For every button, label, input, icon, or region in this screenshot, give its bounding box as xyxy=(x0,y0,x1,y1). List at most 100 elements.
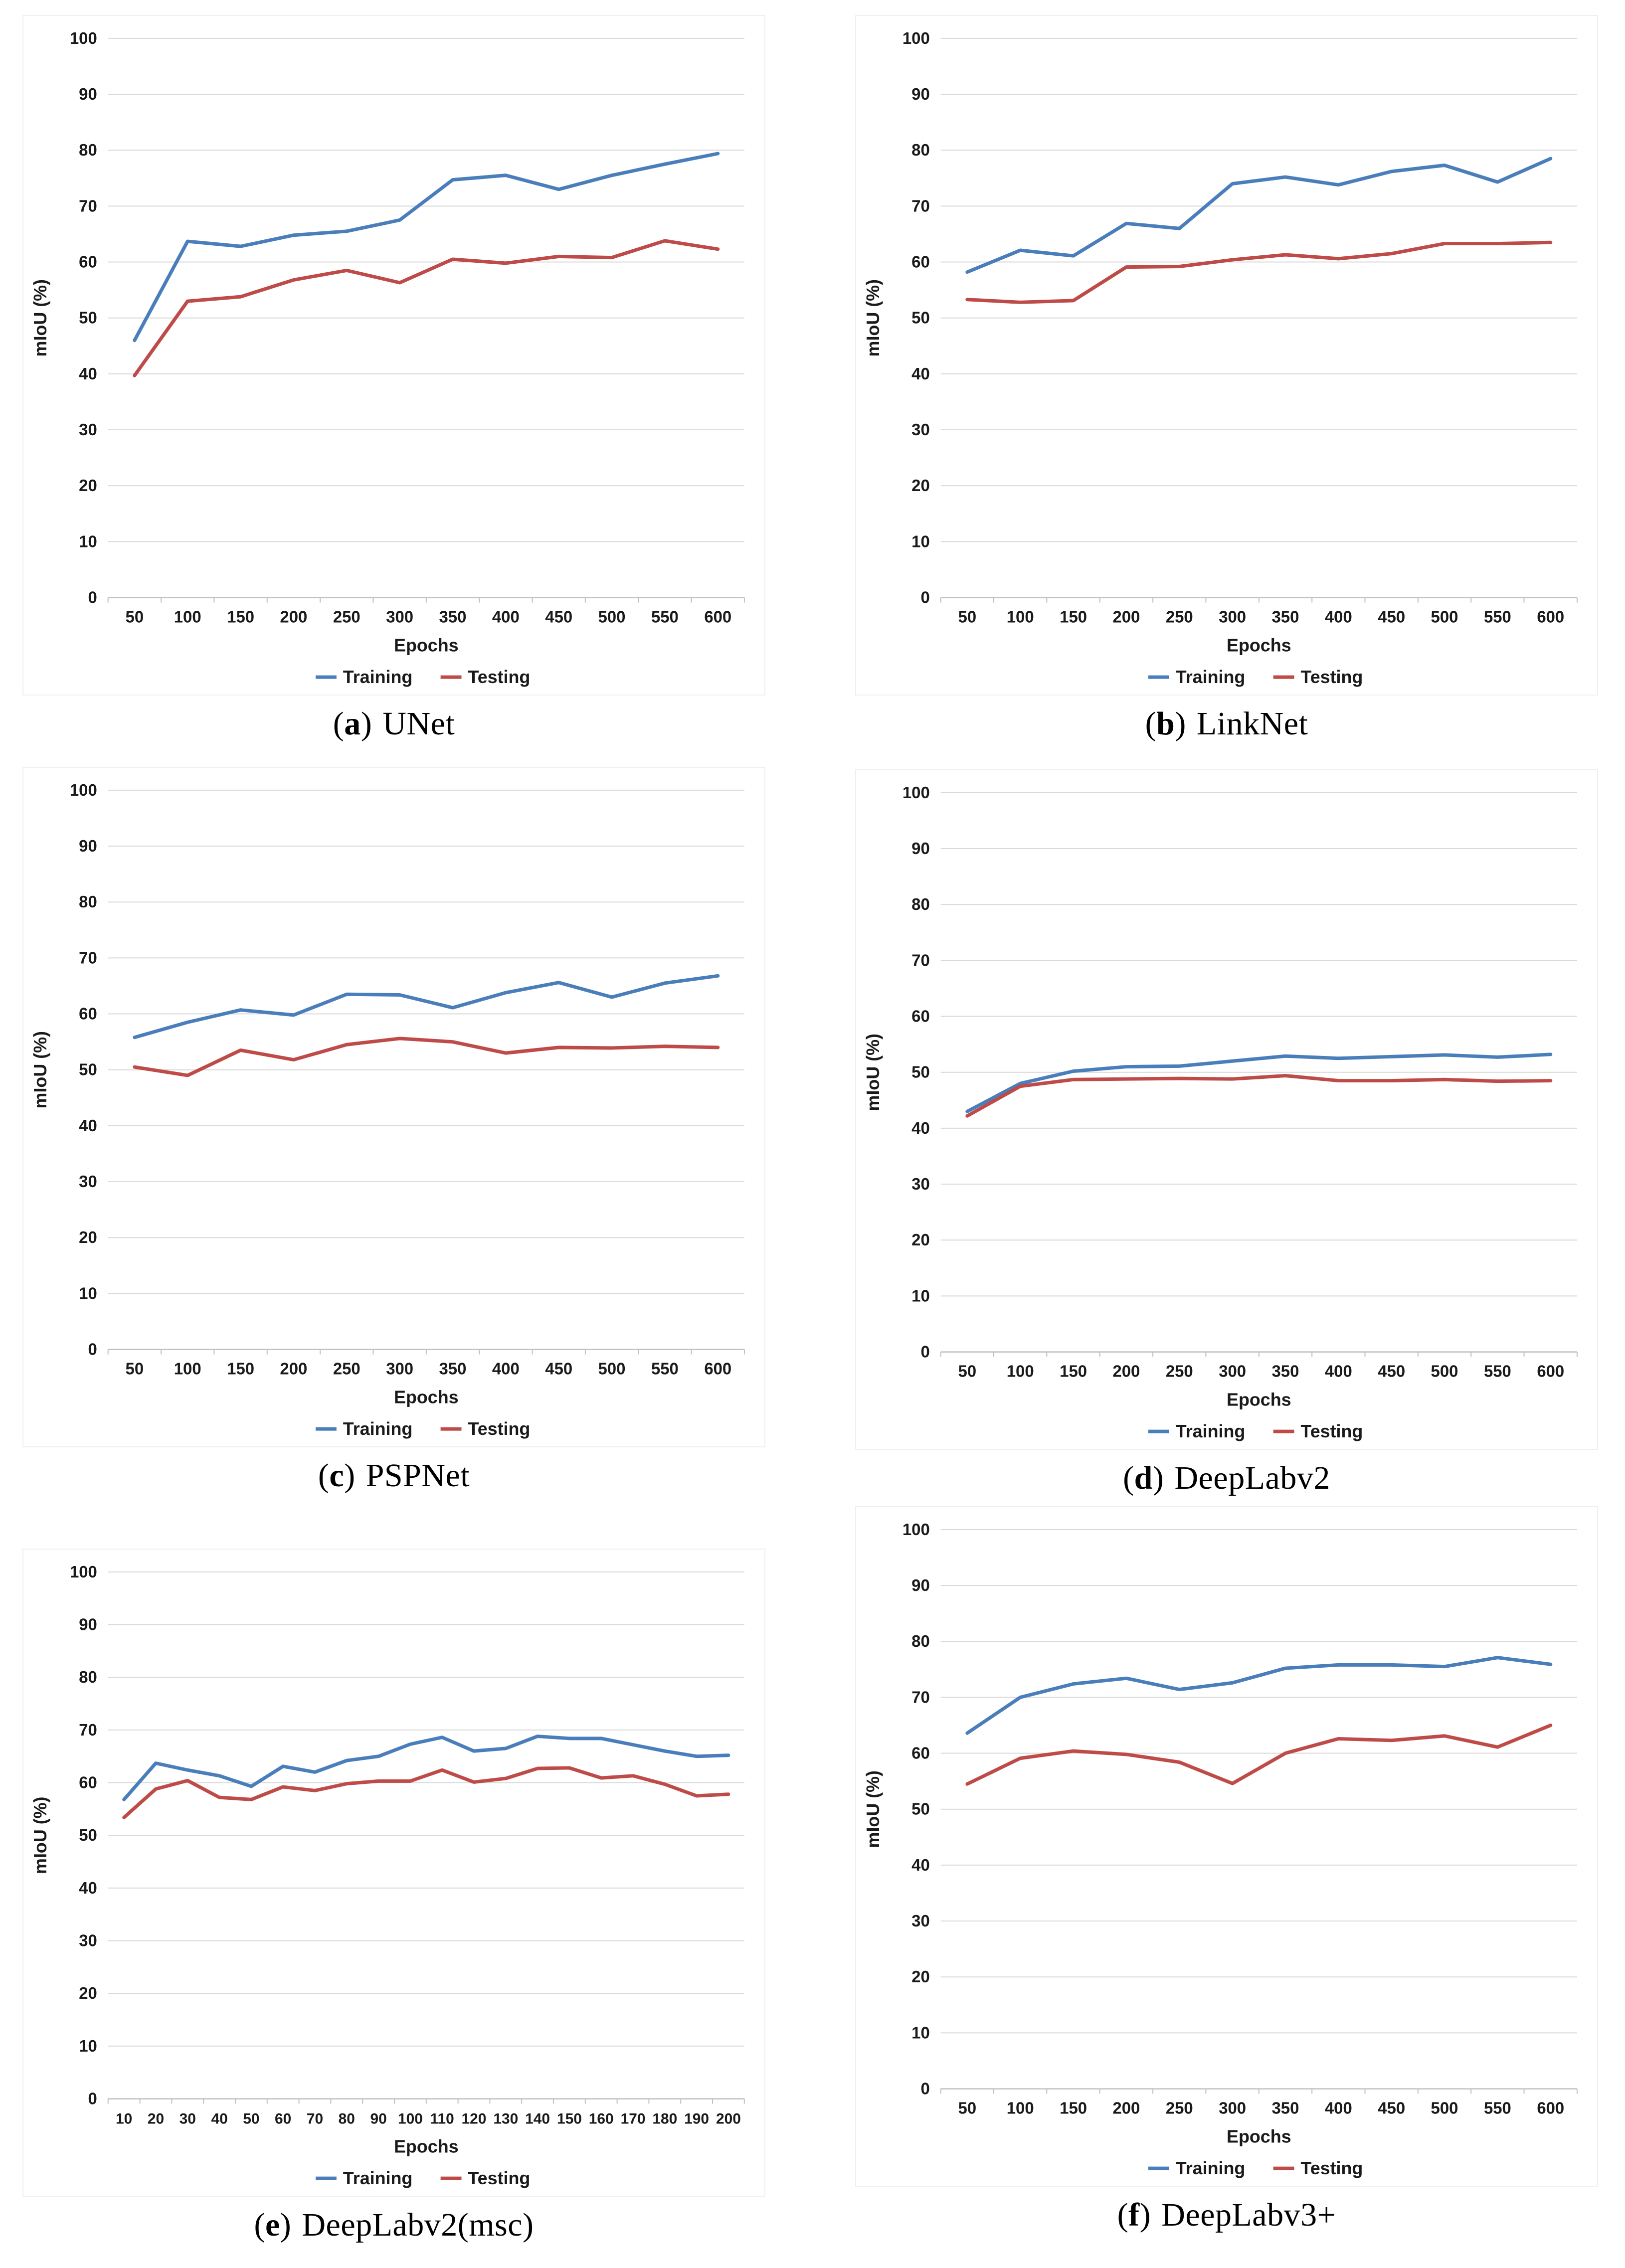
x-tick-label: 450 xyxy=(1378,607,1405,626)
y-tick-label: 20 xyxy=(79,476,97,495)
caption-deeplabv2: (d) DeepLabv2 xyxy=(855,1450,1598,1506)
x-tick-label: 160 xyxy=(589,2110,614,2127)
x-tick-label: 50 xyxy=(958,1362,977,1380)
x-tick-label: 100 xyxy=(1007,2098,1034,2117)
y-tick-label: 60 xyxy=(911,1744,930,1762)
figure-deeplabv2: 0 10 20 30 40 50 60 70 80 90 100 50 100 150 200 250 300 3… xyxy=(855,769,1598,1506)
x-tick-labels: 50 100 150 200 250 300 350 400 450 500 550 600 xyxy=(958,2098,1565,2117)
caption-letter: d xyxy=(1134,1459,1153,1496)
x-tick-label: 500 xyxy=(1431,1362,1458,1380)
y-tick-label: 70 xyxy=(79,196,97,215)
gridlines xyxy=(940,792,1577,1297)
legend: Training Testing xyxy=(315,2168,530,2188)
y-tick-label: 20 xyxy=(79,1228,97,1246)
y-tick-label: 50 xyxy=(911,1800,930,1818)
x-tick-label: 100 xyxy=(1007,1362,1034,1380)
x-tick-label: 500 xyxy=(1431,607,1458,626)
y-tick-label: 60 xyxy=(911,1007,930,1026)
y-tick-label: 50 xyxy=(79,1060,97,1079)
x-axis-title: Epochs xyxy=(394,2136,459,2156)
y-axis-title: mIoU (%) xyxy=(863,279,883,356)
caption-open-paren: ( xyxy=(1145,705,1157,742)
y-tick-labels: 0 10 20 30 40 50 60 70 80 90 100 xyxy=(70,781,97,1359)
y-tick-label: 50 xyxy=(79,309,97,327)
figure-deeplabv3plus: 0 10 20 30 40 50 60 70 80 90 100 50 100 150 200 250 300 3… xyxy=(855,1506,1598,2243)
training-line xyxy=(133,974,720,1040)
chart-unet-canvas: 0 10 20 30 40 50 60 70 80 90 100 50 100 150 200 250 300 3… xyxy=(22,15,765,696)
x-tick-label: 550 xyxy=(1484,2098,1511,2117)
x-tick-label: 400 xyxy=(492,607,520,626)
legend-training-label: Training xyxy=(343,2168,413,2188)
legend-testing-label: Testing xyxy=(468,2168,530,2188)
chart-deeplabv2-canvas: 0 10 20 30 40 50 60 70 80 90 100 50 100 150 200 250 300 3… xyxy=(855,769,1598,1450)
gridlines xyxy=(108,789,744,1294)
y-tick-label: 30 xyxy=(911,1912,930,1930)
y-axis-title: mIoU (%) xyxy=(863,1034,883,1111)
y-tick-label: 10 xyxy=(79,532,97,550)
x-tick-label: 150 xyxy=(1060,607,1087,626)
x-tick-label: 120 xyxy=(462,2110,487,2127)
x-tick-label: 50 xyxy=(126,607,144,626)
x-axis-title: Epochs xyxy=(1227,2126,1291,2146)
x-tick-label: 550 xyxy=(1484,1362,1511,1380)
y-tick-label: 10 xyxy=(79,1284,97,1302)
x-tick-label: 300 xyxy=(386,1359,413,1378)
legend-training-label: Training xyxy=(1176,2158,1246,2178)
x-tick-label: 100 xyxy=(174,1359,201,1378)
caption-name: PSPNet xyxy=(365,1457,470,1494)
y-tick-label: 60 xyxy=(79,1005,97,1023)
x-tick-label: 130 xyxy=(493,2110,518,2127)
x-axis-ticks xyxy=(940,597,1578,603)
y-tick-label: 30 xyxy=(79,1172,97,1191)
y-tick-label: 100 xyxy=(903,29,930,47)
y-tick-label: 70 xyxy=(911,1688,930,1706)
x-tick-label: 550 xyxy=(651,607,679,626)
training-line xyxy=(122,1735,730,1801)
caption-unet: (a) UNet xyxy=(22,696,765,752)
x-axis-ticks xyxy=(940,1352,1578,1357)
x-tick-label: 150 xyxy=(227,607,254,626)
x-tick-label: 450 xyxy=(1378,2098,1405,2117)
x-tick-label: 500 xyxy=(1431,2098,1458,2117)
x-tick-label: 300 xyxy=(386,607,413,626)
y-tick-label: 20 xyxy=(911,1230,930,1249)
x-tick-label: 250 xyxy=(1166,1362,1193,1380)
legend: Training Testing xyxy=(315,667,530,687)
x-tick-label: 190 xyxy=(684,2110,709,2127)
testing-line xyxy=(965,1724,1553,1786)
y-tick-label: 10 xyxy=(911,2023,930,2042)
y-tick-label: 60 xyxy=(79,1773,97,1792)
y-tick-label: 0 xyxy=(920,588,929,607)
x-tick-label: 600 xyxy=(1537,2098,1564,2117)
x-tick-label: 300 xyxy=(1219,1362,1246,1380)
x-axis-title: Epochs xyxy=(1227,635,1291,655)
y-tick-label: 0 xyxy=(920,2080,929,2098)
caption-name: LinkNet xyxy=(1196,705,1308,742)
x-tick-label: 150 xyxy=(1060,1362,1087,1380)
y-tick-label: 30 xyxy=(79,1931,97,1950)
caption-name: DeepLabv2(msc) xyxy=(302,2206,534,2243)
x-tick-label: 50 xyxy=(958,607,977,626)
x-tick-label: 400 xyxy=(1325,2098,1352,2117)
caption-linknet: (b) LinkNet xyxy=(855,696,1598,752)
x-tick-labels: 10 20 30 40 50 60 70 80 90 100 110 120 130 140 150 160 1… xyxy=(116,2110,741,2127)
x-tick-label: 600 xyxy=(1537,1362,1564,1380)
x-tick-label: 50 xyxy=(958,2098,977,2117)
x-tick-label: 50 xyxy=(243,2110,259,2127)
x-tick-label: 100 xyxy=(1007,607,1034,626)
y-axis-title: mIoU (%) xyxy=(30,279,50,356)
y-tick-label: 90 xyxy=(79,837,97,855)
caption-open-paren: ( xyxy=(333,705,345,742)
caption-letter: e xyxy=(265,2206,280,2243)
y-tick-label: 80 xyxy=(79,141,97,159)
chart-deeplabv2msc-canvas: 0 10 20 30 40 50 60 70 80 90 100 10 20 30 40 50 60 70 80 90… xyxy=(22,1549,765,2197)
legend-testing-label: Testing xyxy=(468,667,530,687)
x-tick-label: 500 xyxy=(598,1359,626,1378)
caption-letter: a xyxy=(344,705,361,742)
legend-training-label: Training xyxy=(343,667,413,687)
x-tick-label: 140 xyxy=(525,2110,550,2127)
legend: Training Testing xyxy=(1148,667,1363,687)
testing-line xyxy=(122,1766,730,1819)
legend-training-label: Training xyxy=(1176,667,1246,687)
